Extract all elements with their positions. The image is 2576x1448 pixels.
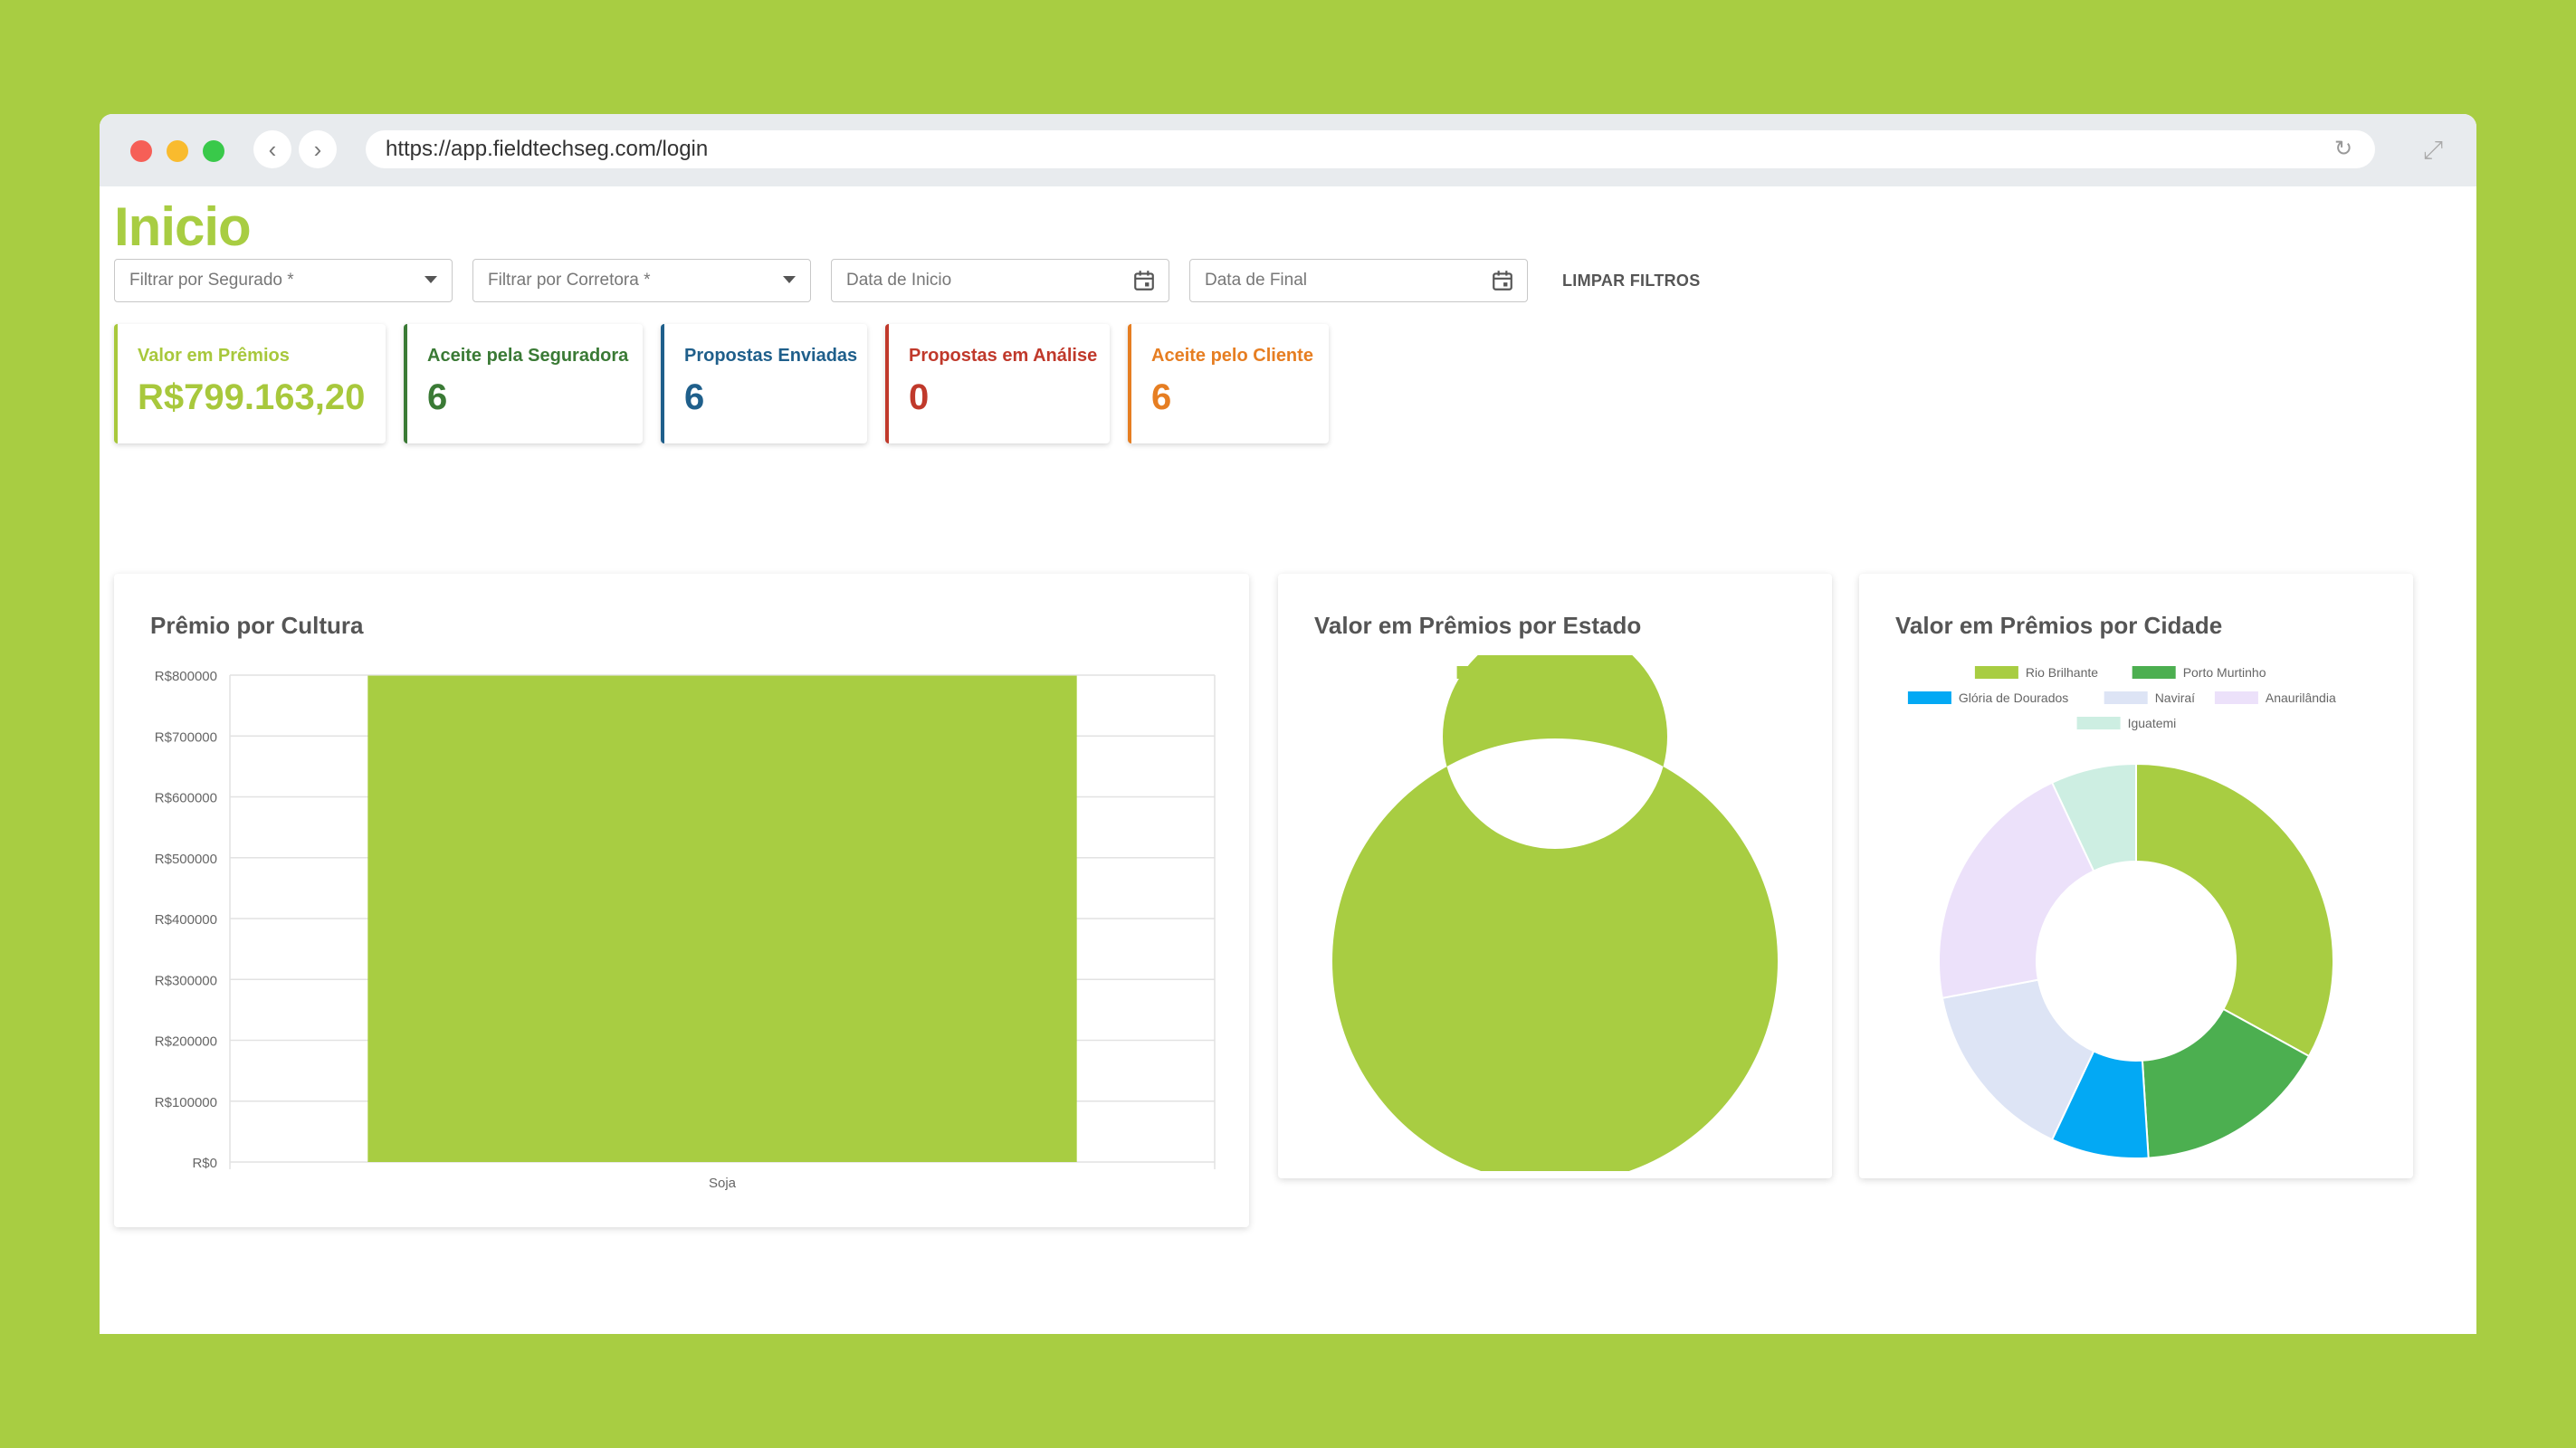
data-inicio-placeholder: Data de Inicio — [846, 271, 952, 290]
page-content: Inicio Filtrar por Segurado * Filtrar po… — [100, 186, 2476, 1334]
legend-label[interactable]: Anaurilândia — [2266, 691, 2336, 705]
kpi-card-aceite-seguradora: Aceite pela Seguradora 6 — [404, 324, 643, 443]
donut-slice[interactable] — [1938, 781, 2095, 1000]
legend-label[interactable]: Naviraí — [2155, 691, 2195, 705]
chart-panel-estado: Valor em Prêmios por Estado Mato Grosso … — [1278, 574, 1832, 1178]
donut-slice[interactable] — [2141, 1007, 2311, 1159]
legend-swatch[interactable] — [2214, 691, 2258, 704]
dropdown-arrow-icon — [783, 276, 796, 283]
kpi-value: 0 — [909, 377, 930, 417]
legend-label[interactable]: Rio Brilhante — [2026, 665, 2098, 680]
close-window-button[interactable] — [130, 140, 152, 162]
kpi-label: Propostas em Análise — [909, 346, 1098, 366]
forward-arrow-icon[interactable]: › — [299, 130, 337, 168]
clear-filters-button[interactable]: LIMPAR FILTROS — [1555, 259, 1708, 302]
donut-chart-cidade: Rio Brilhante Porto Murtinho Glória de Dou… — [1907, 665, 2336, 1159]
chart-panel-cultura: Prêmio por Cultura R$0 R$100000 R$200000 R$… — [114, 574, 1249, 1227]
chart-title: Valor em Prêmios por Estado — [1314, 612, 1642, 639]
kpi-value: 6 — [684, 377, 705, 417]
calendar-icon[interactable] — [1491, 269, 1514, 292]
donut-slice[interactable] — [1941, 978, 2095, 1141]
y-tick-label: R$500000 — [155, 852, 217, 867]
chart-panel-cidade: Valor em Prêmios por Cidade Rio Brilhant… — [1859, 574, 2413, 1178]
y-tick-label: R$600000 — [155, 791, 217, 806]
legend-swatch[interactable] — [2104, 691, 2148, 704]
kpi-value: 6 — [1151, 377, 1172, 417]
chart-title: Valor em Prêmios por Cidade — [1895, 612, 2223, 639]
calendar-icon[interactable] — [1132, 269, 1156, 292]
donut-slice[interactable] — [2050, 762, 2137, 872]
fullscreen-icon[interactable]: ⤢ — [2422, 136, 2444, 164]
donut-chart-estado: Mato Grosso do Sul — [1332, 655, 1778, 1171]
data-final-input[interactable]: Data de Final — [1189, 259, 1528, 302]
y-tick-label: R$100000 — [155, 1095, 217, 1110]
y-tick-label: R$800000 — [155, 669, 217, 684]
dropdown-arrow-icon — [425, 276, 437, 283]
segurado-filter-select[interactable]: Filtrar por Segurado * — [114, 259, 453, 302]
kpi-label: Propostas Enviadas — [684, 346, 858, 366]
kpi-card-propostas-enviadas: Propostas Enviadas 6 — [661, 324, 867, 443]
kpi-card-valor-premios: Valor em Prêmios R$799.163,20 — [114, 324, 386, 443]
bar[interactable] — [367, 675, 1077, 1162]
page-title: Inicio — [114, 196, 252, 257]
bar-chart: R$0 R$100000 R$200000 R$300000 R$400000 R$500… — [155, 669, 1216, 1191]
reload-icon[interactable]: ↻ — [2333, 137, 2353, 161]
corretora-filter-select[interactable]: Filtrar por Corretora * — [472, 259, 811, 302]
browser-window: ‹ › https://app.fieldtechseg.com/login ↻… — [100, 114, 2476, 1334]
legend-swatch[interactable] — [1907, 691, 1951, 704]
kpi-card-aceite-cliente: Aceite pelo Cliente 6 — [1128, 324, 1329, 443]
legend-label[interactable]: Porto Murtinho — [2183, 665, 2266, 680]
legend-label[interactable]: Iguatemi — [2128, 716, 2177, 730]
data-inicio-input[interactable]: Data de Inicio — [831, 259, 1169, 302]
y-tick-label: R$300000 — [155, 973, 217, 988]
legend-label[interactable]: Glória de Dourados — [1959, 691, 2068, 705]
chart-title: Prêmio por Cultura — [150, 612, 364, 639]
x-tick-label: Soja — [709, 1176, 737, 1191]
legend-swatch[interactable] — [2076, 717, 2121, 729]
legend-swatch[interactable] — [1974, 666, 2018, 679]
segurado-filter-placeholder: Filtrar por Segurado * — [129, 271, 294, 290]
back-arrow-icon[interactable]: ‹ — [253, 130, 291, 168]
maximize-window-button[interactable] — [203, 140, 224, 162]
y-tick-label: R$200000 — [155, 1034, 217, 1050]
kpi-value: 6 — [427, 377, 448, 417]
data-final-placeholder: Data de Final — [1205, 271, 1308, 290]
kpi-value: R$799.163,20 — [138, 377, 366, 417]
minimize-window-button[interactable] — [167, 140, 188, 162]
kpi-label: Aceite pelo Cliente — [1151, 346, 1313, 366]
y-tick-label: R$700000 — [155, 729, 217, 745]
legend-swatch[interactable] — [2132, 666, 2176, 679]
corretora-filter-placeholder: Filtrar por Corretora * — [488, 271, 651, 290]
browser-titlebar: ‹ › https://app.fieldtechseg.com/login ↻… — [100, 114, 2476, 186]
donut-slice[interactable] — [2135, 762, 2334, 1058]
kpi-label: Aceite pela Seguradora — [427, 346, 629, 366]
y-tick-label: R$400000 — [155, 912, 217, 928]
y-tick-label: R$0 — [192, 1156, 217, 1171]
donut-slice[interactable] — [1332, 655, 1778, 1171]
address-bar[interactable]: https://app.fieldtechseg.com/login ↻ — [366, 130, 2375, 168]
kpi-label: Valor em Prêmios — [138, 346, 290, 366]
kpi-card-propostas-analise: Propostas em Análise 0 — [885, 324, 1110, 443]
url-text: https://app.fieldtechseg.com/login — [386, 137, 709, 161]
